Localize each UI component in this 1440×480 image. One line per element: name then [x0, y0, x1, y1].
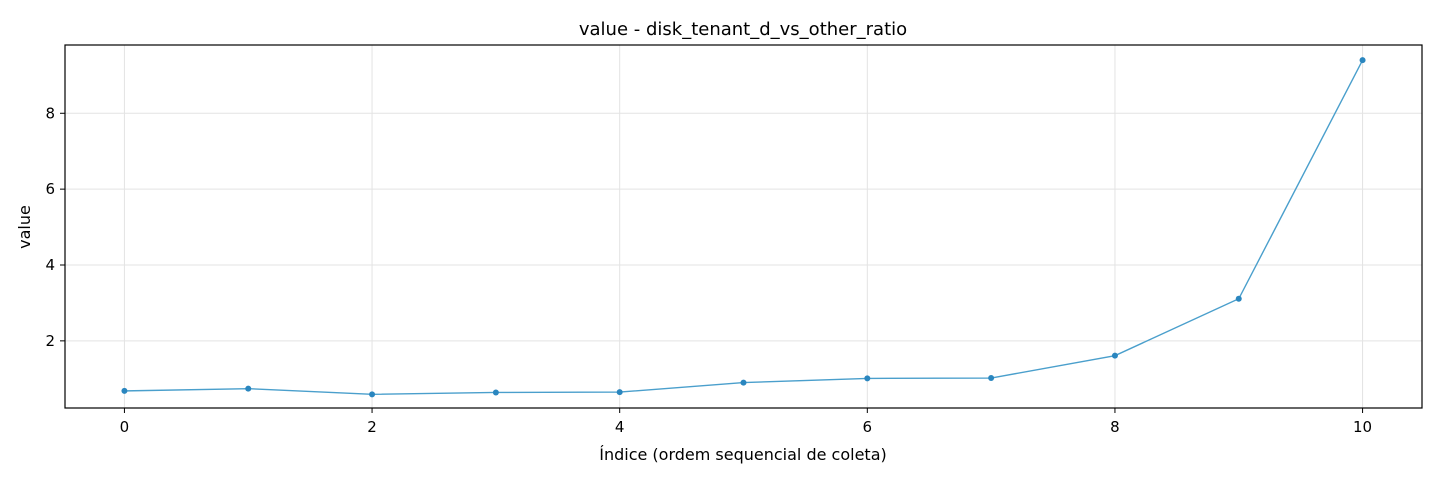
- x-tick-label: 2: [367, 418, 377, 436]
- x-tick-label: 4: [615, 418, 625, 436]
- x-tick-label: 8: [1110, 418, 1120, 436]
- plot-frame: [64, 44, 1423, 409]
- data-point: [864, 375, 871, 382]
- x-tick-label: 0: [120, 418, 130, 436]
- y-tick-label: 8: [45, 104, 55, 122]
- data-point: [121, 387, 128, 394]
- y-tick-label: 4: [45, 256, 55, 274]
- x-tick-label: 6: [863, 418, 873, 436]
- x-tick-label: 10: [1353, 418, 1372, 436]
- data-point: [988, 375, 995, 382]
- series-layer: [121, 57, 1366, 398]
- x-axis-label: Índice (ordem sequencial de coleta): [599, 445, 887, 464]
- data-point: [740, 379, 747, 386]
- ticks: 0 2 4 6 8 10 2 4 6 8: [45, 104, 1372, 436]
- chart-title: value - disk_tenant_d_vs_other_ratio: [579, 19, 907, 40]
- grid: [65, 45, 1422, 408]
- y-axis-label: value: [15, 205, 34, 249]
- data-point: [1111, 352, 1118, 359]
- y-tick-label: 6: [45, 180, 55, 198]
- data-point: [369, 391, 376, 398]
- y-tick-label: 2: [45, 332, 55, 350]
- data-point: [492, 389, 499, 396]
- data-point: [616, 389, 623, 396]
- data-point: [245, 385, 252, 392]
- data-point: [1235, 295, 1242, 302]
- data-point: [1359, 57, 1366, 64]
